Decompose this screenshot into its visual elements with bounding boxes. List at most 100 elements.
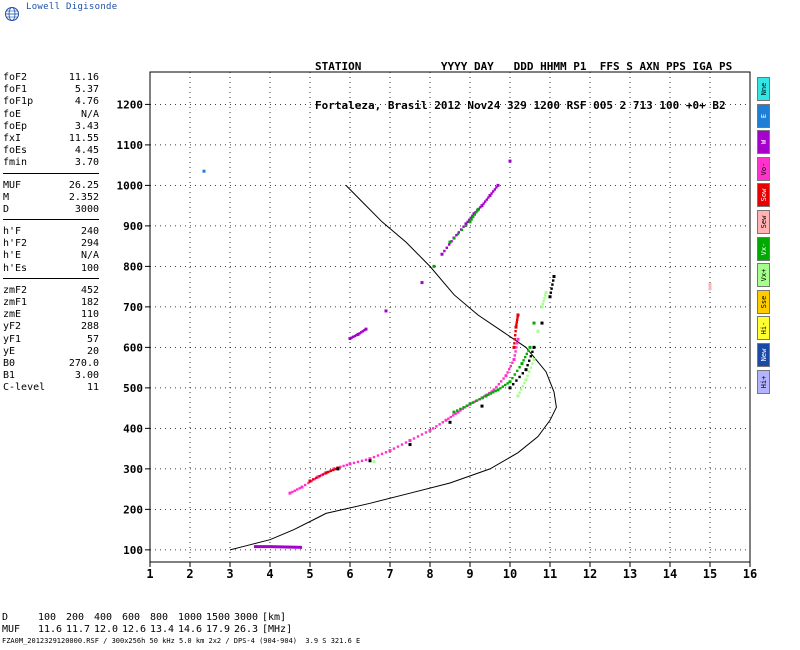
echo-point — [444, 418, 448, 422]
echo-point — [501, 385, 504, 388]
logo-text: Lowell Digisonde — [26, 2, 118, 12]
echo-point — [495, 186, 498, 189]
y-tick-label: 400 — [123, 422, 143, 435]
legend-label: Vx+ — [759, 268, 768, 282]
echo-point — [448, 420, 452, 424]
es-trace-line — [254, 545, 303, 549]
param-value: 452 — [80, 284, 99, 296]
echo-point — [514, 329, 517, 333]
param-value: 100 — [80, 262, 99, 274]
param-row: foF2 11.16 — [3, 72, 99, 84]
echo-series — [288, 337, 520, 495]
muf-unit: [MHz] — [262, 624, 293, 635]
distance-value: 400 — [94, 612, 113, 623]
echo-point — [452, 236, 456, 240]
echo-point — [499, 387, 502, 390]
param-row: foE N/A — [3, 109, 99, 121]
x-tick-label: 16 — [743, 567, 757, 581]
param-value: 3.00 — [74, 370, 99, 382]
echo-point — [408, 439, 412, 443]
y-tick-label: 1100 — [117, 139, 144, 152]
echo-point — [508, 380, 512, 384]
legend-swatch: Hi- — [757, 316, 770, 341]
echo-point — [482, 202, 485, 205]
echo-point — [551, 283, 554, 286]
param-name: yF2 — [3, 321, 22, 333]
echo-point — [293, 489, 296, 492]
echo-point — [508, 159, 512, 163]
y-tick-label: 1000 — [117, 179, 144, 192]
echo-point — [432, 264, 436, 268]
legend-label: W — [759, 140, 768, 145]
echo-point — [459, 409, 462, 412]
echo-point — [441, 421, 444, 424]
param-name: foEp — [3, 120, 28, 132]
echo-point — [520, 388, 523, 391]
muf-table: D 100 200 400 600 800 1000 1500 3000 [km] MUF 11.6… — [2, 612, 302, 636]
echo-point — [502, 377, 505, 380]
x-tick-label: 8 — [426, 567, 433, 581]
echo-point — [516, 318, 519, 322]
echo-point — [476, 208, 480, 212]
param-row: foF1p 4.76 — [3, 96, 99, 108]
echo-point — [416, 435, 420, 438]
echo-point — [412, 437, 416, 440]
muf-value: 13.4 — [150, 624, 175, 635]
echo-point — [392, 447, 396, 450]
legend-label: Hi+ — [759, 375, 768, 388]
echo-point — [512, 358, 516, 362]
muf-value: 11.6 — [38, 624, 63, 635]
echo-point — [542, 300, 545, 303]
muf-value: 12.0 — [94, 624, 119, 635]
echo-point — [525, 352, 528, 356]
echo-point — [358, 332, 361, 335]
param-value: 110 — [80, 309, 99, 321]
echo-series — [336, 275, 556, 471]
param-value: 182 — [80, 297, 99, 308]
param-name: foF2 — [3, 72, 28, 83]
echo-point — [506, 382, 509, 385]
echo-point — [339, 465, 342, 469]
param-value: 11.55 — [68, 132, 99, 144]
echo-point — [461, 407, 464, 411]
echo-point — [483, 395, 486, 398]
echo-point — [708, 283, 712, 287]
echo-point — [464, 222, 468, 226]
y-tick-label: 600 — [123, 341, 143, 354]
param-row: h'F2 294 — [3, 238, 99, 250]
echo-point — [521, 372, 524, 375]
echo-point — [321, 473, 324, 476]
echo-point — [528, 370, 531, 373]
echo-point — [513, 354, 516, 357]
param-name: B1 — [3, 370, 16, 382]
echo-point — [471, 214, 474, 217]
echo-point — [528, 359, 531, 362]
echo-point — [329, 469, 332, 473]
echo-point — [466, 220, 469, 224]
echo-point — [304, 483, 307, 487]
echo-point — [336, 467, 340, 471]
echo-point — [516, 337, 520, 341]
legend-swatch: Vx+ — [757, 263, 770, 288]
echo-point — [526, 363, 529, 367]
echo-point — [492, 391, 495, 394]
param-value: N/A — [80, 108, 99, 120]
echo-point — [202, 169, 206, 173]
echo-point — [360, 459, 364, 463]
echo-point — [552, 279, 555, 282]
echo-point — [472, 401, 475, 404]
param-value: 288 — [80, 321, 99, 333]
echo-point — [513, 342, 516, 345]
echo-point — [473, 400, 476, 403]
echo-point — [445, 246, 448, 249]
echo-point — [352, 461, 356, 465]
legend-label: Vx- — [759, 242, 768, 255]
scaled-parameters-panel: foF2 11.16 foF1 5.37 foF1p 4.76 foE N/A foEp 3.43… — [3, 72, 99, 395]
echo-point — [288, 491, 292, 495]
echo-point — [449, 415, 452, 419]
param-name: fmin — [3, 157, 28, 169]
param-row: yF1 57 — [3, 334, 99, 346]
echo-point — [526, 374, 529, 377]
x-tick-label: 13 — [623, 567, 637, 581]
echo-point — [462, 406, 465, 409]
